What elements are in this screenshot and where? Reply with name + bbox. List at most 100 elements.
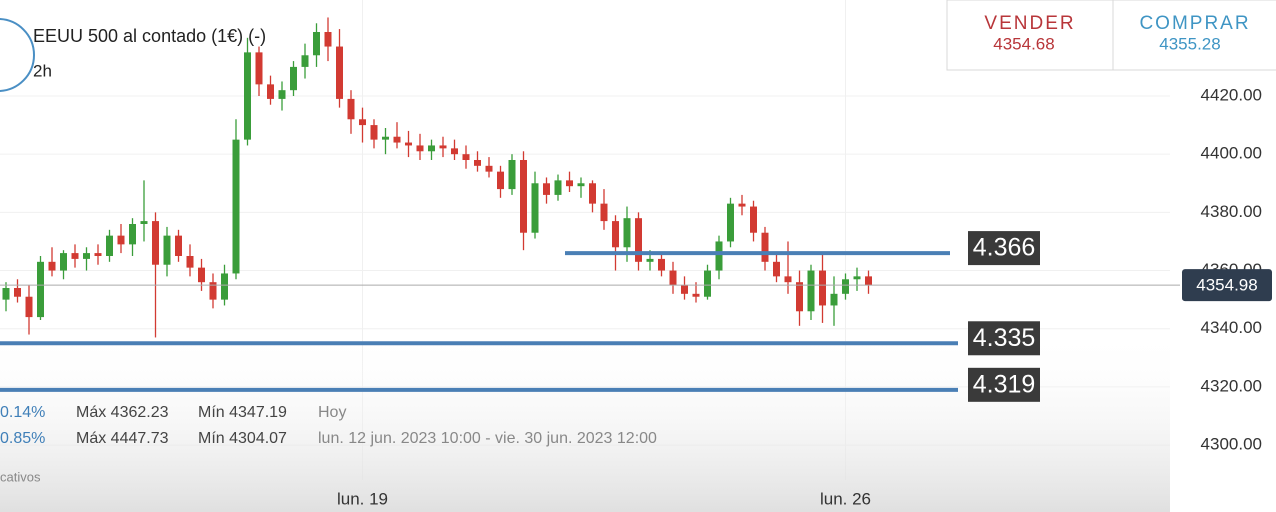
y-tick-label: 4380.00 [1201, 202, 1262, 221]
candle-body [94, 253, 102, 256]
candle-body [405, 142, 412, 146]
min-range: Mín 4304.07 [198, 430, 287, 447]
candle-body [807, 270, 815, 312]
sell-button[interactable]: VENDER [984, 13, 1075, 34]
candle-body [796, 282, 803, 312]
candle-body [761, 232, 769, 262]
candle-body [623, 218, 631, 248]
candle-body [531, 183, 539, 233]
candle-body [508, 160, 516, 190]
candle-body [198, 267, 205, 283]
change-range: 0.85% [0, 430, 45, 447]
candle-body [221, 273, 228, 300]
x-tick-label: lun. 26 [820, 489, 871, 508]
candle-body [474, 160, 481, 166]
candle-body [865, 276, 872, 286]
candle-body [646, 258, 654, 262]
candle-body [554, 180, 562, 195]
candle-body [416, 145, 424, 152]
max-today: Máx 4362.23 [76, 404, 169, 421]
level-box [968, 367, 1040, 402]
level-box [968, 321, 1040, 356]
level-label: 4.366 [973, 234, 1036, 262]
sell-price: 4354.68 [993, 34, 1054, 53]
candle-body [589, 183, 596, 204]
candle-body [244, 52, 251, 140]
candle-body [520, 160, 527, 233]
candle-body [428, 145, 435, 152]
chart-interval: 2h [33, 61, 52, 80]
candle-body [60, 253, 67, 271]
candle-body [543, 183, 550, 195]
min-today: Mín 4347.19 [198, 404, 287, 421]
candle-body [497, 171, 504, 190]
y-tick-label: 4320.00 [1201, 376, 1262, 395]
candle-body [301, 55, 309, 67]
candle-body [566, 180, 573, 187]
candle-body [336, 46, 343, 99]
candle-body [48, 261, 56, 271]
level-label: 4.335 [973, 324, 1036, 352]
candle-body [715, 241, 723, 271]
y-tick-label: 4400.00 [1201, 144, 1262, 163]
candle-body [853, 276, 861, 280]
candle-body [25, 296, 33, 318]
candle-body [727, 203, 734, 242]
candle-body [577, 183, 585, 187]
candle-body [290, 66, 297, 91]
candle-body [485, 165, 493, 172]
candle-body [186, 256, 194, 268]
candle-body [669, 270, 677, 286]
candle-body [278, 90, 286, 99]
candle-body [750, 206, 757, 233]
candle-body [175, 235, 182, 256]
candle-body [83, 253, 90, 259]
last-price-box [1182, 269, 1272, 302]
instrument-icon [0, 18, 35, 92]
candle-body [658, 258, 665, 271]
period-today: Hoy [318, 404, 346, 421]
change-today: 0.14% [0, 404, 45, 421]
candle-body [842, 279, 849, 294]
candle-body [140, 221, 148, 224]
candle-body [2, 288, 10, 300]
max-range: Máx 4447.73 [76, 430, 169, 447]
candle-body [784, 276, 792, 283]
level-label: 4.319 [973, 370, 1036, 398]
candle-body [267, 84, 274, 99]
candle-body [773, 261, 780, 277]
candle-body [382, 136, 389, 140]
trade-panel [946, 0, 1276, 71]
candle-body [451, 148, 458, 155]
y-tick-label: 4300.00 [1201, 435, 1262, 454]
candle-body [819, 270, 826, 306]
candle-body [14, 288, 21, 297]
footer-note: cativos [0, 469, 41, 484]
candle-body [393, 136, 401, 143]
candle-body [163, 235, 171, 265]
candle-body [439, 145, 447, 149]
x-tick-label: lun. 19 [337, 489, 388, 508]
buy-button[interactable]: COMPRAR [1139, 13, 1250, 34]
candle-body [738, 203, 746, 207]
candle-body [600, 203, 608, 222]
y-tick-label: 4420.00 [1201, 85, 1262, 104]
candle-body [830, 293, 838, 306]
candle-body [612, 221, 619, 248]
candle-body [681, 285, 688, 294]
bottom-fade [0, 330, 1170, 512]
last-price-label: 4354.98 [1196, 276, 1257, 295]
candle-body [692, 293, 700, 297]
candle-body [129, 224, 136, 245]
candle-body [462, 154, 470, 160]
y-tick-label: 4340.00 [1201, 318, 1262, 337]
candles-layer [0, 17, 1180, 338]
candle-body [37, 261, 44, 318]
candle-body [152, 221, 159, 265]
candle-body [232, 139, 240, 274]
candle-body [106, 235, 113, 256]
candle-body [313, 32, 320, 56]
